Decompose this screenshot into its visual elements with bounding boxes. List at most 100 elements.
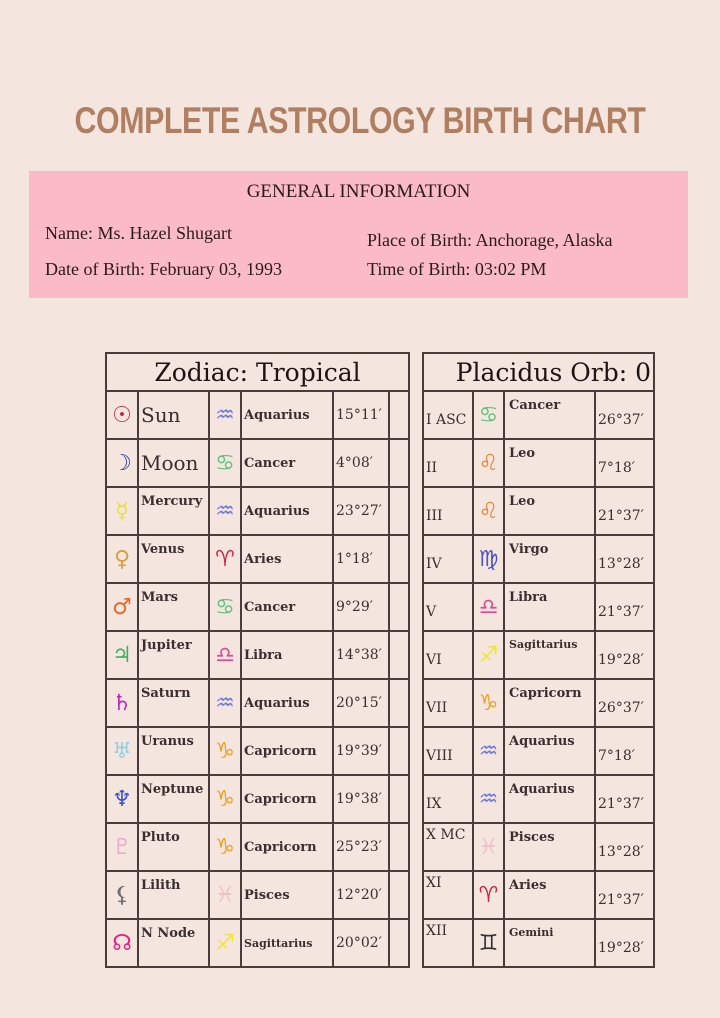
- house-number: II: [422, 438, 474, 488]
- north-node-icon: ☊︎: [105, 918, 139, 968]
- house-sign: Sagittarius: [503, 630, 596, 680]
- moon-icon: ☽︎: [105, 438, 139, 488]
- house-number: V: [422, 582, 474, 632]
- aquarius-icon: ♒︎: [472, 726, 505, 776]
- house-sign: Aries: [503, 870, 596, 920]
- aquarius-icon: ♒︎: [208, 486, 242, 536]
- table-row: ☊︎ N Node ♐︎ Sagittarius 20°02′ XII ♊︎ Gemini 19…: [105, 918, 655, 968]
- leo-icon: ♌︎: [472, 486, 505, 536]
- sagittarius-icon: ♐︎: [472, 630, 505, 680]
- table-row: ♄︎ Saturn ♒︎ Aquarius 20°15′ VII ♑︎ Capricorn 26…: [105, 678, 655, 728]
- house-number: III: [422, 486, 474, 536]
- table-row: ♆︎ Neptune ♑︎ Capricorn 19°38′ IX ♒︎ Aquarius 21…: [105, 774, 655, 824]
- planet-name: Saturn: [137, 678, 210, 728]
- general-information-panel: GENERAL INFORMATION Name: Ms. Hazel Shug…: [29, 171, 688, 298]
- house-degree: 13°28′: [594, 822, 655, 872]
- house-degree: 21°37′: [594, 582, 655, 632]
- planet-sign: Aquarius: [240, 486, 334, 536]
- general-information-heading: GENERAL INFORMATION: [246, 181, 471, 202]
- saturn-icon: ♄︎: [105, 678, 139, 728]
- planet-sign: Cancer: [240, 438, 334, 488]
- planet-degree: 12°20′: [332, 870, 390, 920]
- aquarius-icon: ♒︎: [208, 678, 242, 728]
- cancer-icon: ♋︎: [208, 582, 242, 632]
- planet-name: Jupiter: [137, 630, 210, 680]
- planet-name: Neptune: [137, 774, 210, 824]
- planet-name: Venus: [137, 534, 210, 584]
- house-sign: Cancer: [503, 390, 596, 440]
- planet-degree: 4°08′: [332, 438, 390, 488]
- empty-cell: [388, 726, 410, 776]
- capricorn-icon: ♑︎: [472, 678, 505, 728]
- planet-degree: 19°39′: [332, 726, 390, 776]
- house-sign: Aquarius: [503, 726, 596, 776]
- empty-cell: [388, 438, 410, 488]
- empty-cell: [388, 630, 410, 680]
- planet-sign: Capricorn: [240, 726, 334, 776]
- planet-name: N Node: [137, 918, 210, 968]
- planet-sign: Capricorn: [240, 822, 334, 872]
- house-number: VIII: [422, 726, 474, 776]
- planet-degree: 15°11′: [332, 390, 390, 440]
- leo-icon: ♌︎: [472, 438, 505, 488]
- planet-degree: 9°29′: [332, 582, 390, 632]
- date-of-birth-field: Date of Birth: February 03, 1993: [45, 259, 282, 279]
- planet-degree: 20°15′: [332, 678, 390, 728]
- libra-icon: ♎︎: [472, 582, 505, 632]
- house-number: XI: [422, 870, 474, 920]
- libra-icon: ♎︎: [208, 630, 242, 680]
- zodiac-header: Zodiac: Tropical: [105, 352, 410, 392]
- planet-sign: Sagittarius: [240, 918, 334, 968]
- empty-cell: [388, 582, 410, 632]
- house-degree: 21°37′: [594, 486, 655, 536]
- sun-icon: ☉︎: [105, 390, 139, 440]
- planet-degree: 23°27′: [332, 486, 390, 536]
- house-number: I ASC: [422, 390, 474, 440]
- planet-degree: 25°23′: [332, 822, 390, 872]
- gemini-icon: ♊︎: [472, 918, 505, 968]
- planet-name: Sun: [137, 390, 210, 440]
- house-sign: Capricorn: [503, 678, 596, 728]
- table-row: ♂︎ Mars ♋︎ Cancer 9°29′ V ♎︎ Libra 21°37′: [105, 582, 655, 632]
- cancer-icon: ♋︎: [472, 390, 505, 440]
- virgo-icon: ♍︎: [472, 534, 505, 584]
- house-sign: Pisces: [503, 822, 596, 872]
- house-degree: 19°28′: [594, 918, 655, 968]
- house-number: VII: [422, 678, 474, 728]
- empty-cell: [388, 822, 410, 872]
- uranus-icon: ♅︎: [105, 726, 139, 776]
- pisces-icon: ♓︎: [208, 870, 242, 920]
- empty-cell: [388, 486, 410, 536]
- venus-icon: ♀︎: [105, 534, 139, 584]
- planet-degree: 14°38′: [332, 630, 390, 680]
- planet-name: Mars: [137, 582, 210, 632]
- birth-chart-table: Zodiac: Tropical Placidus Orb: 0 ☉︎ Sun ♒︎…: [105, 352, 655, 968]
- planet-sign: Aries: [240, 534, 334, 584]
- mercury-icon: ☿︎: [105, 486, 139, 536]
- house-number: XII: [422, 918, 474, 968]
- lilith-icon: ⚸︎: [105, 870, 139, 920]
- page-title: COMPLETE ASTROLOGY BIRTH CHART: [74, 100, 646, 141]
- house-sign: Aquarius: [503, 774, 596, 824]
- house-sign: Gemini: [503, 918, 596, 968]
- planet-degree: 20°02′: [332, 918, 390, 968]
- table-row: ♅︎ Uranus ♑︎ Capricorn 19°39′ VIII ♒︎ Aquarius 7…: [105, 726, 655, 776]
- planet-name: Lilith: [137, 870, 210, 920]
- planet-degree: 1°18′: [332, 534, 390, 584]
- aries-icon: ♈︎: [472, 870, 505, 920]
- planet-sign: Capricorn: [240, 774, 334, 824]
- house-degree: 19°28′: [594, 630, 655, 680]
- capricorn-icon: ♑︎: [208, 774, 242, 824]
- house-sign: Leo: [503, 486, 596, 536]
- house-number: VI: [422, 630, 474, 680]
- jupiter-icon: ♃︎: [105, 630, 139, 680]
- empty-cell: [388, 534, 410, 584]
- planet-name: Uranus: [137, 726, 210, 776]
- houses-header: Placidus Orb: 0: [422, 352, 655, 392]
- planet-sign: Aquarius: [240, 390, 334, 440]
- planet-sign: Cancer: [240, 582, 334, 632]
- house-degree: 21°37′: [594, 774, 655, 824]
- pisces-icon: ♓︎: [472, 822, 505, 872]
- table-row: ⚸︎ Lilith ♓︎ Pisces 12°20′ XI ♈︎ Aries 21°37′: [105, 870, 655, 920]
- house-number: IX: [422, 774, 474, 824]
